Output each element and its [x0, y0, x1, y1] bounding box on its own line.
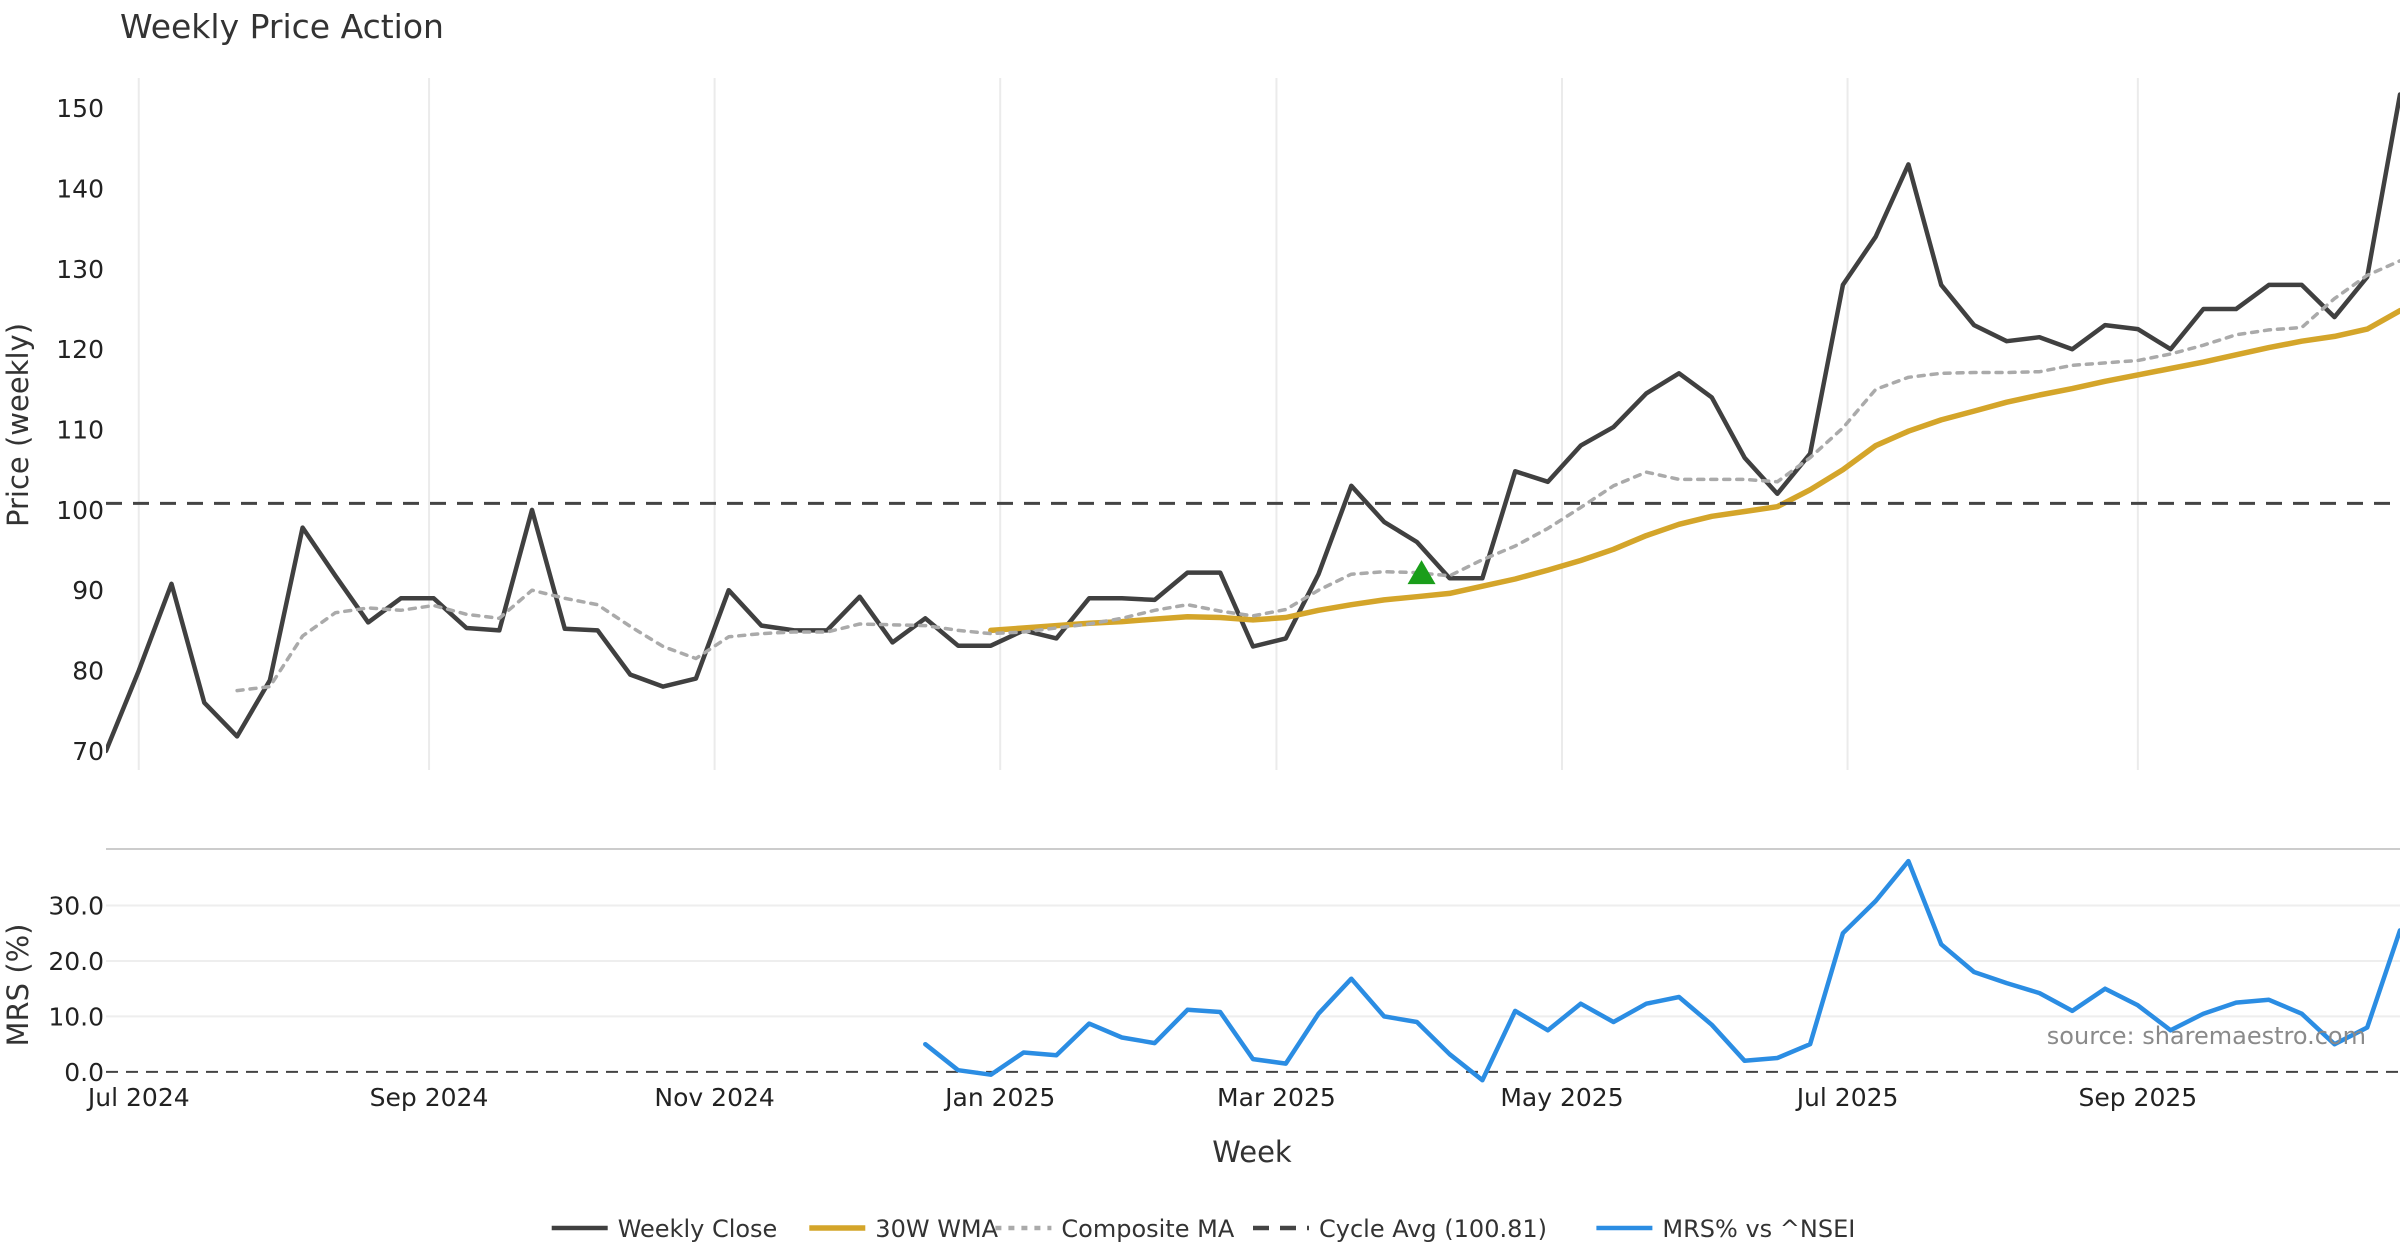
- legend-label-cycle-avg-100-81: Cycle Avg (100.81): [1319, 1215, 1547, 1243]
- x-tick-sep-2025: Sep 2025: [2078, 1083, 2197, 1112]
- signal-marker-triangle: [1407, 560, 1436, 585]
- price-y-tick-70: 70: [72, 737, 104, 766]
- legend-label-composite-ma: Composite MA: [1061, 1215, 1234, 1243]
- x-tick-nov-2024: Nov 2024: [654, 1083, 774, 1112]
- mrs-y-tick-2: 20.0: [48, 947, 104, 976]
- price-y-tick-130: 130: [56, 255, 104, 284]
- mrs-panel-lines: [923, 858, 2400, 1083]
- series-line-composite-ma: [235, 258, 2400, 693]
- series-line-mrs-vs-nsei: [923, 858, 2400, 1083]
- price-y-tick-150: 150: [56, 94, 104, 123]
- mrs-y-ticks: 0.0 10.0 20.0 30.0: [48, 891, 104, 1086]
- mrs-panel-grid: [106, 904, 2400, 1073]
- price-y-tick-140: 140: [56, 175, 104, 204]
- x-tick-jul-2025: Jul 2025: [1795, 1083, 1899, 1112]
- mrs-y-tick-3: 30.0: [48, 891, 104, 920]
- chart-legend: Weekly Close 30W WMA Composite MA Cycle Avg…: [551, 1215, 1855, 1243]
- source-note: source: sharemaestro.com: [2047, 1022, 2366, 1050]
- legend-label-mrs-vs-nsei: MRS% vs ^NSEI: [1662, 1215, 1855, 1243]
- x-tick-mar-2025: Mar 2025: [1217, 1083, 1336, 1112]
- price-y-tick-120: 120: [56, 335, 104, 364]
- price-y-ticks: 70 80 90 100 110 120 130 140 150: [56, 94, 104, 766]
- x-tick-jul-2024: Jul 2024: [86, 1083, 190, 1112]
- legend-label-weekly-close: Weekly Close: [618, 1215, 778, 1243]
- price-panel-lines: [106, 92, 2400, 754]
- x-tick-sep-2024: Sep 2024: [370, 1083, 489, 1112]
- x-tick-labels: Jul 2024 Sep 2024 Nov 2024 Jan 2025 Mar 2025…: [86, 1083, 2197, 1112]
- mrs-y-tick-0: 0.0: [64, 1058, 104, 1087]
- series-line-30w-wma: [988, 307, 2400, 634]
- price-y-tick-100: 100: [56, 496, 104, 525]
- price-y-axis-label: Price (weekly): [1, 323, 35, 527]
- series-line-weekly-close: [106, 92, 2400, 754]
- mrs-y-tick-1: 10.0: [48, 1002, 104, 1031]
- chart-title: Weekly Price Action: [120, 7, 444, 46]
- price-y-tick-80: 80: [72, 657, 104, 686]
- mrs-y-axis-label: MRS (%): [1, 924, 35, 1047]
- x-tick-jan-2025: Jan 2025: [943, 1083, 1055, 1112]
- legend-label-30w-wma: 30W WMA: [875, 1215, 998, 1243]
- x-tick-may-2025: May 2025: [1500, 1083, 1623, 1112]
- x-axis-label: Week: [1212, 1135, 1292, 1169]
- price-y-tick-90: 90: [72, 576, 104, 605]
- price-y-tick-110: 110: [56, 416, 104, 445]
- price-panel-grid: [137, 78, 2139, 770]
